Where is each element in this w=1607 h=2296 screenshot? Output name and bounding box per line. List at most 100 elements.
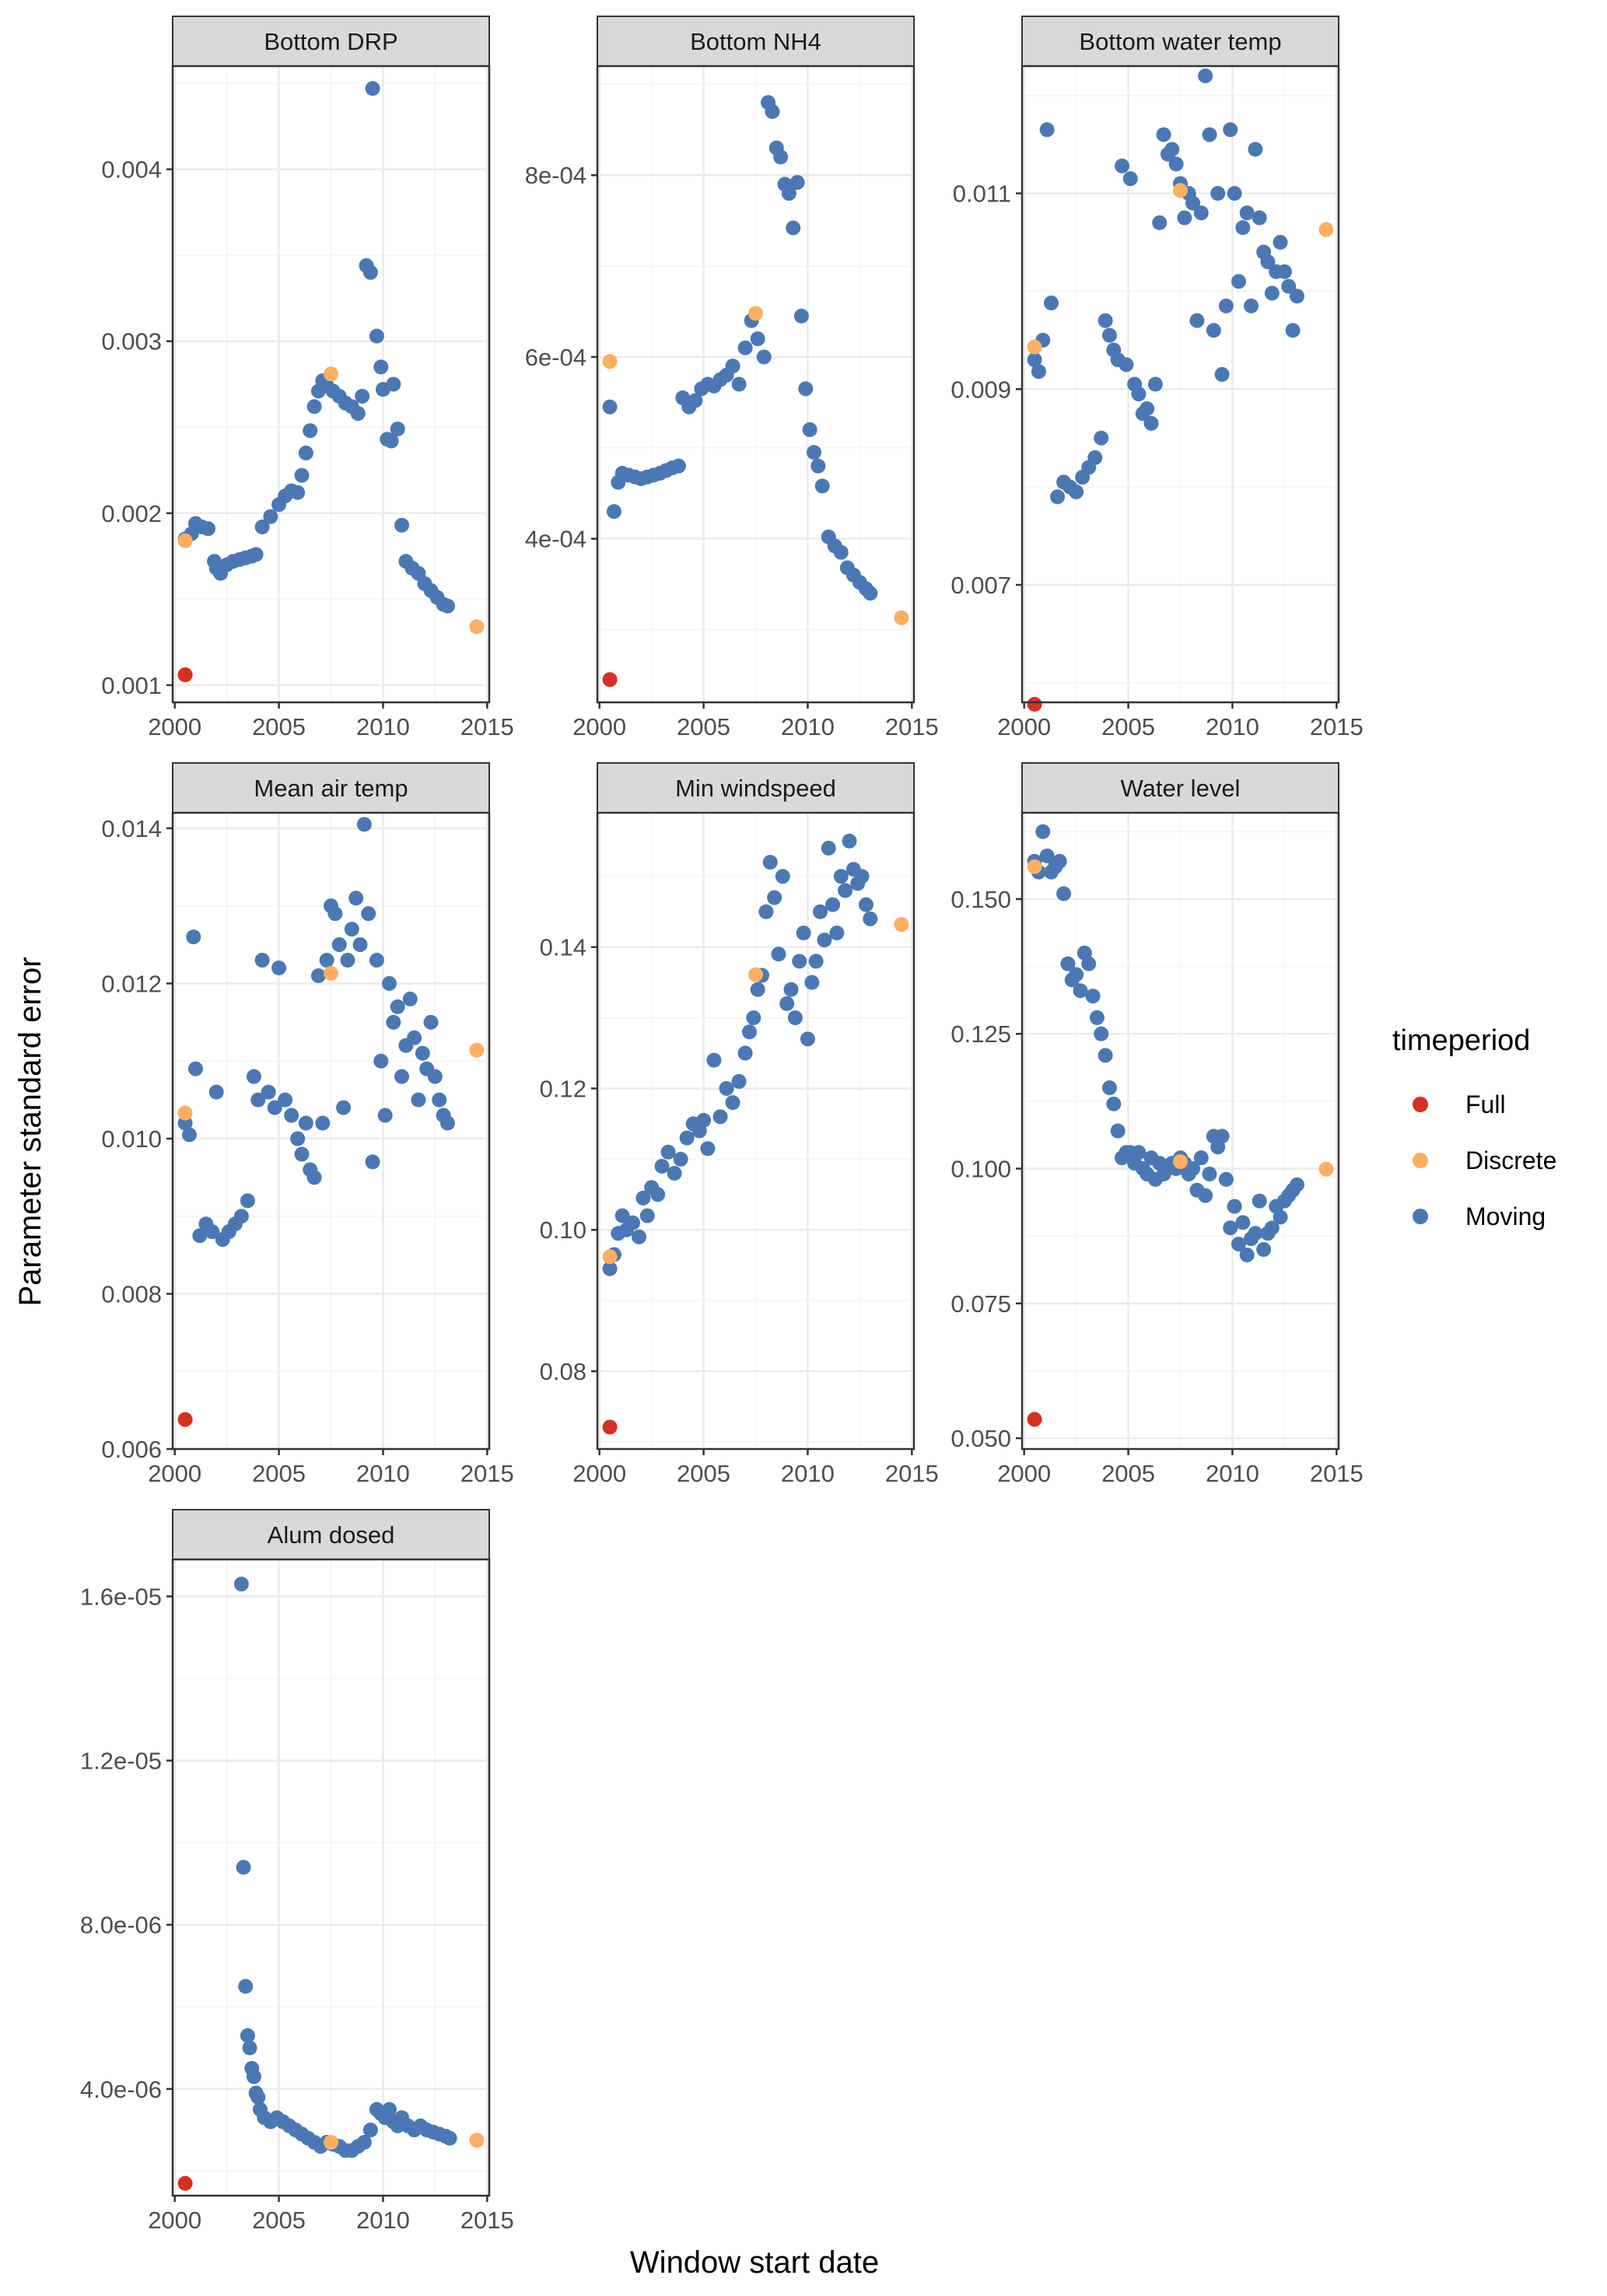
x-tick-label: 2005	[252, 713, 306, 740]
moving-point	[1164, 142, 1180, 157]
moving-point	[811, 458, 826, 474]
moving-point	[201, 521, 216, 537]
discrete-point	[602, 354, 618, 369]
x-tick-label: 2000	[148, 1460, 201, 1487]
facet-strip	[1021, 16, 1339, 67]
moving-point	[1043, 296, 1059, 311]
moving-point	[1069, 967, 1084, 982]
moving-point	[602, 1261, 618, 1276]
moving-point	[254, 953, 270, 968]
moving-point	[1206, 323, 1221, 338]
moving-point	[789, 175, 805, 191]
discrete-point	[177, 533, 193, 548]
facet-title: Bottom water temp	[1079, 28, 1281, 55]
moving-point	[1156, 127, 1171, 142]
moving-point	[411, 1092, 426, 1108]
moving-point	[1073, 983, 1088, 999]
moving-point	[673, 1151, 688, 1167]
discrete-point	[324, 2134, 338, 2150]
legend-item-full: Full	[1413, 1090, 1506, 1118]
facet-panel-mean-air-temp: Mean air temp 0.006 0.008 0.010 0.012 0.014 20…	[101, 762, 514, 1487]
moving-point	[310, 968, 326, 983]
moving-point	[806, 445, 821, 460]
legend-title: timeperiod	[1392, 1024, 1530, 1057]
full-point	[602, 672, 618, 688]
moving-point	[1218, 1171, 1234, 1187]
moving-point	[233, 1577, 249, 1592]
moving-point	[402, 991, 418, 1006]
y-tick-label: 0.12	[540, 1075, 586, 1102]
moving-point	[284, 1108, 299, 1123]
moving-point	[731, 1073, 747, 1089]
moving-point	[1110, 1123, 1126, 1139]
moving-point	[1085, 989, 1101, 1004]
moving-point	[365, 1154, 380, 1170]
moving-point	[294, 1146, 310, 1162]
y-tick-label: 0.004	[101, 156, 162, 184]
moving-point	[261, 1084, 276, 1100]
moving-point	[432, 1092, 447, 1108]
moving-point	[327, 906, 343, 922]
moving-point	[340, 953, 355, 968]
moving-point	[306, 1170, 322, 1185]
moving-point	[208, 1084, 224, 1100]
moving-point	[1119, 357, 1134, 373]
discrete-point	[748, 306, 763, 321]
facet-panel-min-windspeed: Min windspeed 0.08 0.10 0.12 0.14 2000 2005 201…	[540, 762, 939, 1487]
y-tick-label: 0.050	[951, 1425, 1011, 1452]
y-tick-label: 0.010	[101, 1125, 162, 1153]
legend-key	[1413, 1153, 1428, 1168]
moving-point	[1231, 274, 1246, 289]
moving-point	[802, 422, 818, 437]
moving-point	[688, 393, 703, 408]
moving-point	[1052, 853, 1067, 869]
moving-point	[439, 598, 455, 614]
discrete-point	[1173, 183, 1188, 198]
moving-point	[654, 1158, 670, 1174]
moving-point	[294, 467, 310, 483]
x-tick-label: 2005	[1101, 713, 1155, 740]
moving-point	[1260, 254, 1276, 270]
moving-point	[1214, 366, 1230, 382]
moving-point	[271, 961, 287, 976]
moving-point	[606, 504, 621, 520]
moving-point	[278, 1092, 293, 1108]
moving-point	[1198, 68, 1213, 84]
moving-point	[783, 982, 799, 997]
moving-point	[1168, 156, 1184, 172]
discrete-point	[177, 1105, 193, 1121]
x-tick-label: 2015	[885, 1460, 939, 1487]
moving-point	[386, 1014, 401, 1030]
moving-point	[362, 2123, 378, 2138]
legend-key	[1413, 1209, 1428, 1224]
moving-point	[390, 421, 405, 436]
y-tick-label: 0.007	[951, 572, 1011, 599]
moving-point	[750, 331, 765, 347]
moving-point	[1089, 1010, 1105, 1025]
moving-point	[1273, 1209, 1288, 1225]
moving-point	[1289, 1177, 1304, 1192]
moving-point	[186, 929, 201, 945]
facet-panel-bottom-water-temp: Bottom water temp 0.007 0.009 0.011 2000 2005…	[951, 16, 1364, 740]
moving-point	[1039, 848, 1055, 863]
facet-strip	[172, 16, 490, 67]
discrete-point	[748, 967, 763, 982]
moving-point	[838, 883, 853, 898]
y-tick-label: 8e-04	[525, 162, 586, 189]
moving-point	[1235, 1215, 1251, 1230]
moving-point	[1152, 215, 1168, 230]
moving-point	[1218, 298, 1234, 313]
x-tick-label: 2005	[1101, 1460, 1155, 1487]
discrete-point	[894, 917, 909, 933]
moving-point	[1081, 956, 1097, 971]
moving-point	[373, 1053, 389, 1069]
moving-point	[833, 544, 849, 560]
moving-point	[369, 328, 384, 344]
moving-point	[1248, 142, 1263, 157]
y-tick-label: 0.08	[540, 1358, 586, 1385]
moving-point	[1035, 824, 1051, 839]
moving-point	[381, 2102, 397, 2117]
moving-point	[1193, 1150, 1209, 1166]
moving-point	[746, 1010, 761, 1026]
